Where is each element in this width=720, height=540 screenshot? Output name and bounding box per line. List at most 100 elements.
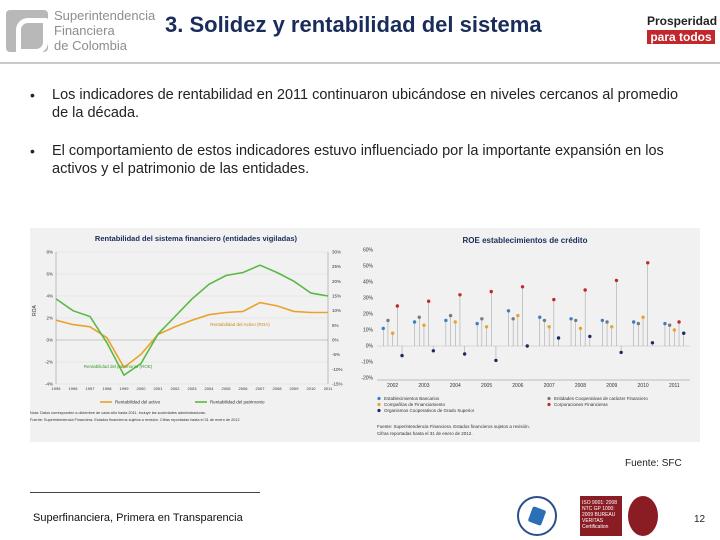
chart1-ytick-right: 5% <box>332 323 339 328</box>
chart1-ytick-right: 20% <box>332 279 341 284</box>
chart1-ytick-right: -10% <box>332 367 343 372</box>
footer-text: Superfinanciera, Primera en Transparenci… <box>33 512 243 524</box>
chart1-xtick: 1995 <box>52 386 62 391</box>
slide-header: Superintendencia Financiera de Colombia … <box>0 0 720 62</box>
chart2-xtick: 2010 <box>637 383 648 389</box>
chart2-point <box>520 285 525 289</box>
roe-series-line <box>55 264 329 377</box>
sfc-logo-text: Superintendencia Financiera de Colombia <box>54 8 155 53</box>
chart1-ytick-right: 25% <box>332 264 341 269</box>
chart2-point <box>646 261 650 265</box>
chart2-point <box>417 315 421 319</box>
chart2-legend-label: Corporaciones Financieras <box>554 402 609 407</box>
chart2-point <box>386 318 390 323</box>
chart2-point <box>547 325 551 329</box>
chart2-point <box>395 304 400 308</box>
chart1-xtick: 2008 <box>273 386 283 391</box>
chart1-ytick-left: -2% <box>45 360 53 365</box>
chart1-xtick: 1999 <box>120 386 130 391</box>
chart1-note-1: Nota: Datos corresponden a diciembre de … <box>30 411 206 415</box>
chart2-point <box>672 328 677 332</box>
chart2-point <box>525 344 529 348</box>
chart2-ytick: -20% <box>361 376 373 382</box>
chart1-xtick: 2005 <box>222 386 232 391</box>
chart1-ytick-left: 0% <box>46 338 53 343</box>
chart2-ytick: 30% <box>363 296 374 302</box>
chart2-legend-swatch <box>377 396 381 401</box>
chart2-ytick: 0% <box>366 344 374 350</box>
prosperidad-logo: Prosperidad para todos <box>647 14 718 50</box>
chart1-xtick: 2002 <box>171 386 181 391</box>
chart1-legend-label: Rentabilidad del patrimonio <box>210 400 265 405</box>
chart1-xtick: 2006 <box>239 386 249 391</box>
chart1-legend-label: Rentabilidad del activo <box>115 400 161 405</box>
cert-text: ISO 9001: 2008 NTC GP 1000: 2009 BUREAU … <box>582 500 618 530</box>
chart1-ytick-left: -4% <box>45 382 53 387</box>
chart1-xtick: 2011 <box>324 386 333 391</box>
sfc-logo: Superintendencia Financiera de Colombia <box>6 8 162 54</box>
chart2-point <box>412 320 417 324</box>
chart2-point <box>448 313 453 318</box>
chart2-legend-swatch <box>547 396 551 401</box>
chart2-point <box>400 353 404 358</box>
chart2-point <box>619 350 623 355</box>
chart2-ytick: -10% <box>361 360 373 366</box>
roa-roe-line-chart: Rentabilidad del sistema financiero (ent… <box>30 234 343 422</box>
chart2-legend-label: Entidades Cooperativas de carácter Finan… <box>554 396 648 401</box>
prosperidad-logo-line-2: para todos <box>647 30 715 44</box>
chart2-ytick: 10% <box>363 328 374 334</box>
chart2-point <box>431 349 436 353</box>
chart2-xtick: 2007 <box>544 383 555 389</box>
chart2-point <box>381 326 385 331</box>
chart2-point <box>631 320 636 324</box>
chart2-point <box>511 317 515 321</box>
chart1-ytick-right: 15% <box>332 294 341 299</box>
chart2-point <box>462 352 467 356</box>
chart1-ytick-left: 6% <box>46 272 53 277</box>
logo-line-1: Superintendencia <box>54 8 156 23</box>
chart2-point <box>682 331 686 335</box>
chart2-point <box>605 320 609 324</box>
chart2-xtick: 2008 <box>575 383 586 389</box>
chart2-xtick: 2002 <box>387 383 398 389</box>
chart2-point <box>677 320 681 324</box>
chart1-annotation-roe: Rentabilidad del patrimonio (ROE) <box>84 364 153 369</box>
page-number: 12 <box>694 514 706 525</box>
chart1-ytick-right: -5% <box>332 352 340 357</box>
header-divider <box>0 62 720 64</box>
iso-certification-logo: ISO 9001: 2008 NTC GP 1000: 2009 BUREAU … <box>580 496 622 536</box>
chart1-xtick: 2010 <box>307 386 317 391</box>
chart2-point <box>475 321 479 326</box>
chart2-point <box>610 325 614 329</box>
bullet-text: Los indicadores de rentabilidad en 2011 … <box>52 87 679 121</box>
chart1-ytick-left: 4% <box>46 294 53 299</box>
chart2-point <box>390 331 395 335</box>
chart2-xtick: 2005 <box>481 383 492 389</box>
chart2-point <box>494 358 498 363</box>
slide-title: 3. Solidez y rentabilidad del sistema <box>165 12 542 37</box>
chart1-xtick: 1996 <box>69 386 79 391</box>
chart1-ytick-left: 8% <box>46 250 53 255</box>
chart2-point <box>538 315 542 319</box>
chart2-source-2: Cifras reportadas hasta el 31 de enero d… <box>377 431 473 436</box>
chart2-point <box>588 334 592 339</box>
bullet-list: • Los indicadores de rentabilidad en 2011… <box>30 86 695 198</box>
chart2-xtick: 2006 <box>512 383 523 389</box>
chart2-xtick: 2004 <box>450 383 461 389</box>
logo-line-3: de Colombia <box>54 38 127 53</box>
prosperidad-logo-line-1: Prosperidad <box>647 14 718 28</box>
chart2-point <box>444 318 448 323</box>
chart1-note-2: Fuente: Superintendencia Financiera. Est… <box>30 418 240 422</box>
chart1-xtick: 2000 <box>137 386 147 391</box>
chart2-point <box>453 320 457 324</box>
chart2-point <box>650 341 655 345</box>
chart2-point <box>578 326 583 331</box>
chart2-point <box>552 297 556 302</box>
bureau-veritas-seal-icon <box>628 496 658 536</box>
footer-divider <box>30 492 260 493</box>
chart2-point <box>556 336 561 340</box>
chart2-source-1: Fuente: Superintendencia Financiera. Est… <box>377 424 530 429</box>
chart1-xtick: 2009 <box>290 386 300 391</box>
chart2-point <box>506 309 511 313</box>
chart2-point <box>667 323 672 327</box>
